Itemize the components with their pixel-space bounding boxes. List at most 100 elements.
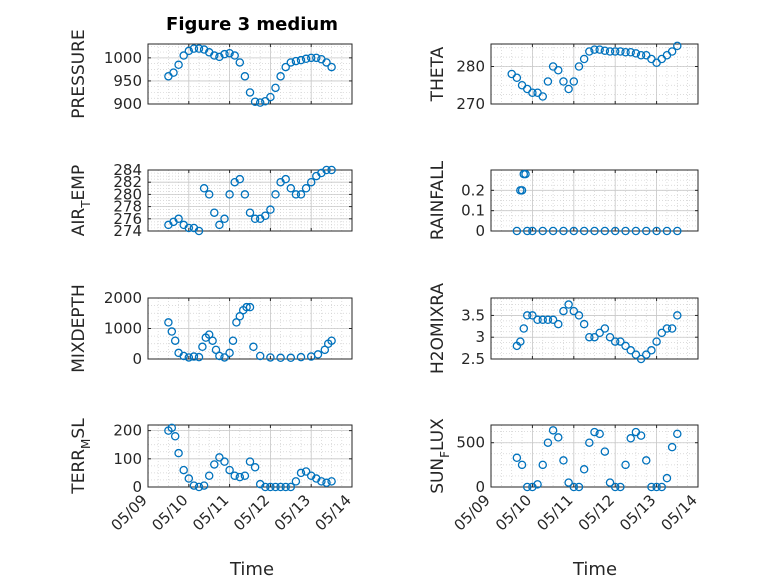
data-point (286, 482, 296, 492)
y-tick-label: 0 (475, 478, 485, 496)
x-tick-label: 05/09 (108, 491, 151, 534)
data-point (255, 351, 265, 361)
data-point (667, 324, 677, 333)
data-point (600, 46, 610, 56)
data-point (673, 226, 682, 236)
data-point (296, 55, 306, 65)
data-point (194, 44, 204, 53)
y-tick-label: 1000 (104, 320, 142, 338)
data-point (574, 482, 584, 492)
y-tick-label: 282 (113, 173, 142, 191)
data-point (271, 190, 280, 199)
data-point (271, 83, 280, 93)
data-point (600, 226, 610, 236)
data-point (569, 482, 579, 492)
data-point (574, 311, 584, 320)
data-point (673, 311, 682, 320)
data-series (507, 41, 682, 101)
data-series (512, 426, 682, 492)
y-axis-label: SUNFLUX (428, 418, 452, 494)
data-point (548, 226, 558, 236)
y-tick-label: 1000 (104, 49, 142, 67)
axes-box (147, 43, 353, 105)
data-point (605, 332, 615, 342)
data-point (600, 447, 610, 456)
y-tick-label: 500 (456, 434, 485, 452)
data-point (322, 58, 331, 67)
data-point (184, 474, 194, 483)
data-point (189, 44, 199, 53)
data-point (610, 226, 620, 236)
data-point (261, 482, 270, 492)
data-point (281, 62, 290, 72)
data-point (204, 471, 214, 480)
y-tick-label: 3.5 (461, 306, 485, 324)
data-point (291, 56, 301, 66)
data-point (179, 351, 188, 361)
data-point (184, 46, 194, 56)
tick-marks (147, 169, 353, 232)
data-point (512, 226, 522, 236)
axes-box (147, 424, 353, 488)
data-point (228, 336, 238, 345)
data-point (296, 352, 306, 362)
data-point (538, 315, 548, 325)
x-tick-label: 05/13 (616, 491, 659, 534)
data-point (647, 346, 656, 355)
y-axis-label: MIXDEPTH (69, 284, 89, 373)
tick-marks (490, 170, 699, 232)
data-point (235, 472, 245, 482)
data-point (255, 98, 265, 107)
data-point (636, 431, 646, 440)
data-point (271, 482, 280, 492)
data-point (585, 332, 594, 342)
y-tick-label: 0 (132, 350, 142, 368)
data-point (164, 318, 173, 327)
data-point (673, 41, 682, 51)
data-point (204, 190, 214, 199)
subplot-pressure: 900 950 1000 PRESSURE (69, 29, 353, 119)
data-point (184, 353, 194, 362)
x-axis-label-left: Time (229, 559, 274, 580)
data-point (306, 177, 316, 187)
subplot-theta: 270 280 THETA (428, 41, 699, 113)
data-point (548, 426, 558, 435)
data-point (225, 465, 234, 475)
data-point (249, 342, 258, 352)
x-tick-label: 05/11 (533, 491, 576, 534)
y-axis-label: PRESSURE (69, 29, 89, 118)
data-point (590, 427, 599, 437)
data-point (286, 184, 296, 193)
data-point (554, 66, 563, 75)
y-axis-label: TERRMSL (69, 418, 93, 495)
x-tick-label: 05/09 (451, 491, 494, 534)
data-point (194, 482, 204, 492)
data-point (322, 165, 331, 175)
data-point (170, 432, 180, 441)
data-point (210, 208, 219, 217)
data-point (528, 226, 537, 236)
data-point (240, 190, 250, 199)
x-tick-label: 05/12 (230, 491, 273, 534)
data-point (554, 319, 563, 329)
data-point (564, 300, 573, 309)
data-point (569, 226, 579, 236)
x-tick-label: 05/10 (148, 491, 191, 534)
data-point (296, 468, 306, 478)
data-point (194, 352, 204, 362)
data-point (521, 169, 530, 179)
data-point (616, 482, 625, 492)
data-point (169, 68, 178, 77)
data-point (590, 45, 599, 54)
data-point (179, 465, 188, 475)
x-tick-label: 05/14 (312, 491, 355, 534)
x-tick-label: 05/12 (575, 491, 618, 534)
tick-marks (147, 425, 353, 488)
data-series (512, 169, 682, 236)
data-point (167, 327, 177, 336)
data-point (616, 47, 625, 56)
data-point (642, 226, 651, 236)
y-tick-label: 276 (113, 210, 142, 228)
